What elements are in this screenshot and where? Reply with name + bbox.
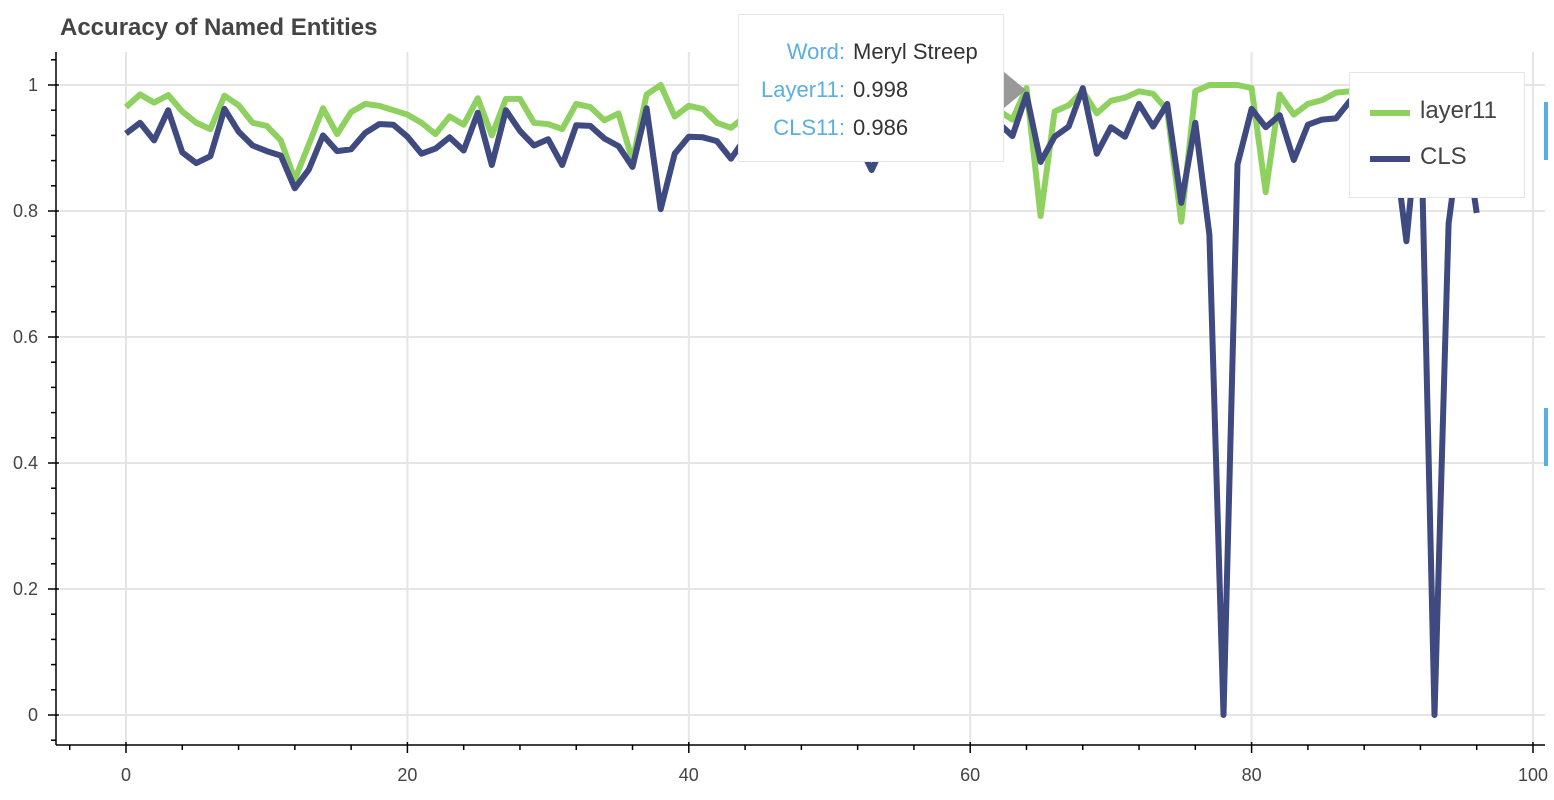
tooltip-row-cls11: CLS11: 0.986 [739, 115, 1003, 145]
y-tick-label: 0.4 [13, 453, 38, 473]
series-line-cls [124, 85, 1480, 718]
tooltip-key: CLS11: [773, 115, 845, 140]
x-tick-label: 20 [397, 765, 417, 785]
series-layer [124, 82, 1480, 718]
tooltip-value: 0.986 [853, 115, 909, 140]
grid-lines [60, 52, 1545, 743]
y-tick-label: 0 [28, 705, 38, 725]
tooltip-key: Word: [786, 39, 845, 64]
legend-swatch-layer11 [1370, 110, 1410, 116]
tooltip-value: Meryl Streep [853, 39, 978, 64]
y-tick-label: 0.2 [13, 579, 38, 599]
tooltip-row-layer11: Layer11: 0.998 [739, 77, 1003, 107]
y-tick-label: 0.8 [13, 201, 38, 221]
x-tick-label: 100 [1518, 765, 1548, 785]
legend-swatch-cls [1370, 156, 1410, 162]
x-tick-label: 60 [960, 765, 980, 785]
legend-label: CLS [1420, 143, 1467, 170]
x-tick-label: 0 [121, 765, 131, 785]
legend-label: layer11 [1420, 97, 1497, 124]
legend[interactable]: layer11 CLS [1349, 72, 1525, 198]
y-tick-label: 0.6 [13, 327, 38, 347]
right-edge-marker [1544, 408, 1548, 466]
chart-title: Accuracy of Named Entities [60, 14, 378, 41]
tooltip-arrow [1004, 72, 1026, 108]
tooltip-pointer [1004, 72, 1026, 108]
x-tick-label: 40 [679, 765, 699, 785]
x-tick-label: 80 [1242, 765, 1262, 785]
axes: 0 20 40 60 80 100 0 0.2 0.4 0.6 0.8 1 [13, 52, 1548, 785]
y-tick-label: 1 [28, 75, 38, 95]
tooltip-row-word: Word: Meryl Streep [739, 39, 1003, 69]
hover-tooltip: Word: Meryl Streep Layer11: 0.998 CLS11:… [738, 14, 1004, 162]
tooltip-value: 0.998 [853, 77, 909, 102]
right-edge-marker [1544, 102, 1548, 160]
tooltip-key: Layer11: [761, 77, 845, 102]
